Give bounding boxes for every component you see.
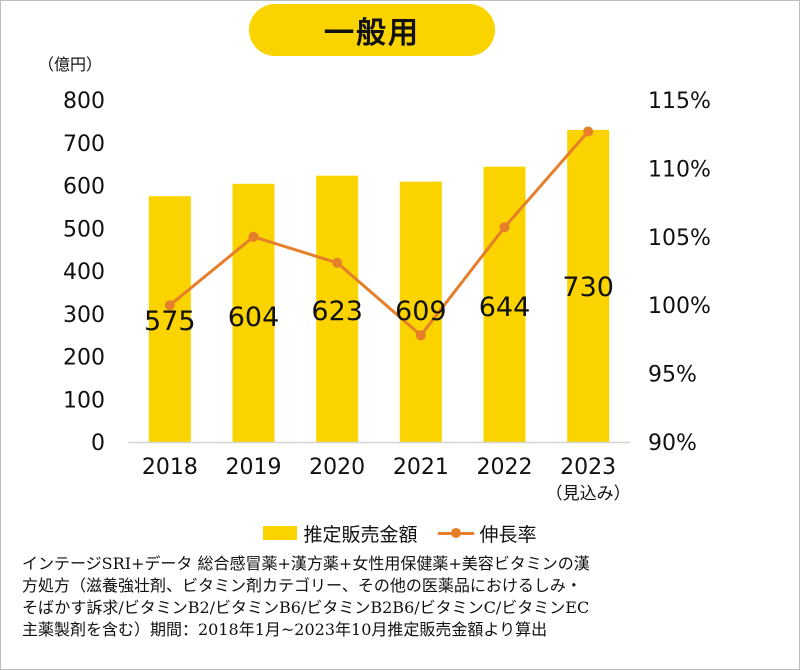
legend-line-label: 伸長率 <box>479 523 537 546</box>
x-tick-label-2018: 2018 <box>142 455 198 480</box>
y-left-unit-label: （億円） <box>38 55 102 74</box>
y-left-tick-label: 800 <box>63 89 105 114</box>
y-left-tick-label: 700 <box>63 132 105 157</box>
x-tick-label-2022: 2022 <box>477 455 533 480</box>
growth-rate-point-2018 <box>164 300 175 311</box>
bar-value-label-2020: 623 <box>311 296 363 327</box>
y-left-tick-label: 600 <box>63 175 105 200</box>
y-left-tick-label: 100 <box>63 388 105 413</box>
y-right-tick-label: 115% <box>648 89 711 114</box>
y-left-tick-label: 500 <box>63 217 105 242</box>
legend-bar-swatch <box>263 526 298 540</box>
growth-rate-point-2020 <box>332 257 343 268</box>
bar-2019 <box>232 183 275 443</box>
legend-line-swatch <box>437 526 474 540</box>
note-line-1: インテージSRI+データ 総合感冒薬+漢方薬+女性用保健薬+美容ビタミンの漢 <box>22 554 590 573</box>
bar-2023 <box>567 129 610 443</box>
growth-rate-point-2021 <box>415 330 426 341</box>
bar-2021 <box>399 181 442 442</box>
bar-value-label-2021: 609 <box>395 296 447 327</box>
x-tick-label-2019: 2019 <box>226 455 282 480</box>
legend: 推定販売金額 伸長率 <box>0 518 800 548</box>
y-right-tick-label: 90% <box>648 431 697 456</box>
y-right-tick-label: 110% <box>648 157 711 182</box>
note-line-3: そばかす訴求/ビタミンB2/ビタミンB6/ビタミンB2B6/ビタミンC/ビタミン… <box>22 598 590 617</box>
growth-rate-line <box>168 130 590 337</box>
chart: （億円） 800 700 600 500 400 300 200 100 0 115% 110% 105… <box>38 55 711 504</box>
bar-2020 <box>316 175 359 443</box>
source-note: インテージSRI+データ 総合感冒薬+漢方薬+女性用保健薬+美容ビタミンの漢 方… <box>22 553 742 641</box>
bar-value-label-2023: 730 <box>562 272 614 303</box>
growth-rate-point-2023 <box>583 126 594 137</box>
y-right-tick-label: 105% <box>648 226 711 251</box>
x-tick-label-2023: 2023 <box>560 455 616 480</box>
y-right-tick-label: 100% <box>648 294 711 319</box>
y-left-tick-label: 400 <box>63 260 105 285</box>
x-tick-label-2020: 2020 <box>309 455 365 480</box>
legend-bar-label: 推定販売金額 <box>303 523 418 546</box>
y-left-tick-label: 0 <box>91 431 105 456</box>
chart-title: 一般用 <box>249 4 495 56</box>
bar-value-label-2019: 604 <box>228 302 280 333</box>
note-line-2: 方処方（滋養強壮剤、ビタミン剤カテゴリー、その他の医薬品におけるしみ・ <box>22 576 582 595</box>
growth-rate-point-2022 <box>499 222 510 233</box>
legend-item-bar: 推定販売金額 <box>263 520 418 547</box>
y-left-tick-label: 200 <box>63 346 105 371</box>
legend-item-line: 伸長率 <box>437 520 537 547</box>
bar-value-label-2018: 575 <box>144 306 196 337</box>
growth-rate-point-2019 <box>248 231 259 242</box>
bar-2018 <box>148 196 191 442</box>
y-right-tick-label: 95% <box>648 363 697 388</box>
note-line-4: 主薬製剤を含む）期間：2018年1月~2023年10月推定販売金額より算出 <box>22 620 548 639</box>
x-tick-sublabel-2023: （見込み） <box>546 484 631 504</box>
bar-value-label-2022: 644 <box>479 292 531 323</box>
y-left-tick-label: 300 <box>63 303 105 328</box>
x-tick-label-2021: 2021 <box>393 455 449 480</box>
